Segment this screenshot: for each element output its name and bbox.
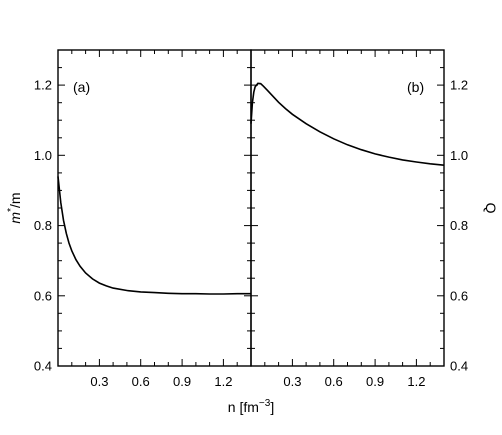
panel-b-ytick-label: 1.2 xyxy=(450,78,468,93)
y-axis-label-right: Q xyxy=(483,203,499,214)
panel-b-ytick-labels: 0.4 0.6 0.8 1.0 1.2 xyxy=(450,78,468,374)
panel-a-curve xyxy=(57,176,251,295)
panel-a-ytick-label: 1.2 xyxy=(34,78,52,93)
x-axis-label-end: ] xyxy=(270,399,274,415)
y-axis-label-left: m*/m xyxy=(6,192,23,223)
panel-a-xtick-labels: 0.3 0.6 0.9 1.2 xyxy=(90,374,232,389)
panel-a-frame xyxy=(57,49,252,367)
panel-b-frame xyxy=(250,49,445,367)
panel-b-xtick-label: 0.3 xyxy=(283,374,301,389)
panel-b-ytick-label: 1.0 xyxy=(450,148,468,163)
panel-b-curve xyxy=(250,82,445,166)
x-axis-label-exponent: −3 xyxy=(259,398,271,409)
panel-b-ticks xyxy=(251,49,445,367)
panel-b-xtick-label: 0.9 xyxy=(366,374,384,389)
panel-a-xtick-label: 1.2 xyxy=(214,374,232,389)
panel-a-ytick-label: 0.4 xyxy=(34,359,52,374)
y-axis-label-left-sup: * xyxy=(6,208,17,212)
panel-b-label: (b) xyxy=(407,79,424,95)
panel-a-ytick-label: 0.8 xyxy=(34,218,52,233)
x-axis-label-base: n [fm xyxy=(228,399,259,415)
panel-b-ytick-label: 0.4 xyxy=(450,359,468,374)
panel-b-xtick-labels: 0.3 0.6 0.9 1.2 xyxy=(283,374,425,389)
panel-a-ytick-label: 1.0 xyxy=(34,148,52,163)
panel-b-ytick-label: 0.8 xyxy=(450,218,468,233)
y-axis-label-left-end: /m xyxy=(7,192,23,208)
panel-b-xtick-label: 1.2 xyxy=(407,374,425,389)
panel-a-ytick-label: 0.6 xyxy=(34,288,52,303)
panel-a-ytick-labels: 0.4 0.6 0.8 1.0 1.2 xyxy=(34,78,52,374)
panel-a-label: (a) xyxy=(73,79,90,95)
panel-a-xtick-label: 0.6 xyxy=(132,374,150,389)
y-axis-label-left-base: m xyxy=(7,212,23,224)
x-axis-label: n [fm−3] xyxy=(228,398,274,415)
panel-a-xtick-label: 0.9 xyxy=(173,374,191,389)
panel-b-xtick-label: 0.6 xyxy=(325,374,343,389)
panel-b-ytick-label: 0.6 xyxy=(450,288,468,303)
panel-a-ticks xyxy=(58,49,252,367)
panel-a-xtick-label: 0.3 xyxy=(90,374,108,389)
